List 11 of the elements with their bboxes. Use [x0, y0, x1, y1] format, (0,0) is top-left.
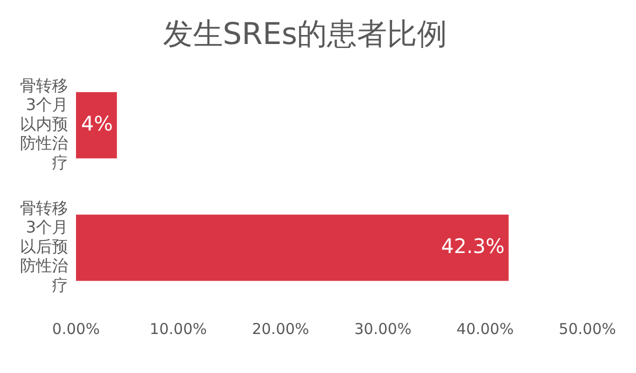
chart-title: 发生SREs的患者比例 — [162, 16, 448, 52]
x-tick-label: 30.00% — [354, 320, 412, 338]
x-tick-label: 20.00% — [252, 320, 310, 338]
data-label: 42.3% — [441, 234, 505, 258]
data-label: 4% — [81, 111, 113, 136]
y-tick-label: 骨转移3个月以后预防性治疗 — [20, 198, 68, 294]
x-tick-label: 40.00% — [456, 320, 514, 338]
x-tick-label: 0.00% — [52, 320, 100, 338]
y-tick-label: 骨转移3个月以内预防性治疗 — [20, 76, 68, 172]
x-tick-label: 10.00% — [150, 320, 207, 338]
x-tick-label: 50.00% — [558, 320, 616, 338]
